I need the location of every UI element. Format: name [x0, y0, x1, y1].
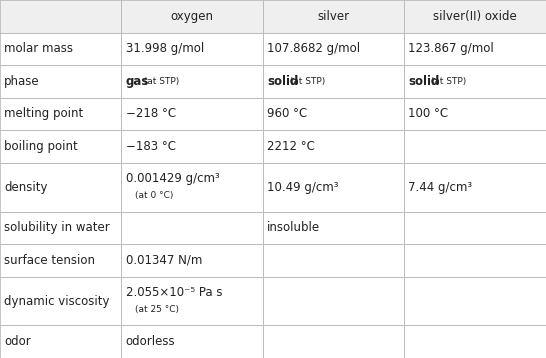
Text: (at STP): (at STP) — [425, 77, 467, 86]
Text: (at STP): (at STP) — [284, 77, 325, 86]
Bar — [263, 130, 404, 163]
Bar — [404, 130, 546, 163]
Text: insoluble: insoluble — [267, 221, 320, 234]
Bar — [121, 244, 263, 277]
Text: −218 °C: −218 °C — [126, 107, 176, 120]
Bar — [404, 65, 546, 98]
Bar — [404, 163, 546, 212]
Text: (at 25 °C): (at 25 °C) — [135, 305, 180, 314]
Text: gas: gas — [126, 75, 149, 88]
Bar — [404, 0, 546, 33]
Bar — [404, 325, 546, 358]
Bar — [121, 33, 263, 65]
Text: silver(II) oxide: silver(II) oxide — [433, 10, 517, 23]
Bar — [0, 244, 121, 277]
Text: solubility in water: solubility in water — [4, 221, 110, 234]
Text: 10.49 g/cm³: 10.49 g/cm³ — [267, 181, 339, 194]
Text: 107.8682 g/mol: 107.8682 g/mol — [267, 42, 360, 55]
Text: boiling point: boiling point — [4, 140, 78, 153]
Bar — [0, 65, 121, 98]
Bar — [404, 98, 546, 130]
Text: 2212 °C: 2212 °C — [267, 140, 315, 153]
Bar — [263, 325, 404, 358]
Text: 2.055×10⁻⁵ Pa s: 2.055×10⁻⁵ Pa s — [126, 286, 222, 299]
Text: 0.01347 N/m: 0.01347 N/m — [126, 254, 202, 267]
Text: 31.998 g/mol: 31.998 g/mol — [126, 42, 204, 55]
Text: oxygen: oxygen — [170, 10, 213, 23]
Bar — [263, 98, 404, 130]
Text: 7.44 g/cm³: 7.44 g/cm³ — [408, 181, 472, 194]
Text: silver: silver — [317, 10, 349, 23]
Text: molar mass: molar mass — [4, 42, 73, 55]
Text: 123.867 g/mol: 123.867 g/mol — [408, 42, 494, 55]
Bar — [404, 33, 546, 65]
Bar — [0, 33, 121, 65]
Text: melting point: melting point — [4, 107, 84, 120]
Bar — [121, 130, 263, 163]
Bar — [0, 325, 121, 358]
Text: phase: phase — [4, 75, 40, 88]
Text: −183 °C: −183 °C — [126, 140, 176, 153]
Bar — [121, 325, 263, 358]
Bar — [263, 163, 404, 212]
Text: 0.001429 g/cm³: 0.001429 g/cm³ — [126, 172, 219, 185]
Bar — [121, 277, 263, 325]
Bar — [0, 163, 121, 212]
Bar — [0, 0, 121, 33]
Text: density: density — [4, 181, 48, 194]
Bar — [263, 65, 404, 98]
Text: solid: solid — [408, 75, 440, 88]
Text: surface tension: surface tension — [4, 254, 96, 267]
Bar — [404, 277, 546, 325]
Bar — [263, 277, 404, 325]
Bar — [0, 212, 121, 244]
Bar — [121, 163, 263, 212]
Text: (at 0 °C): (at 0 °C) — [135, 192, 174, 200]
Text: 960 °C: 960 °C — [267, 107, 307, 120]
Bar — [0, 130, 121, 163]
Text: odorless: odorless — [126, 335, 175, 348]
Bar — [263, 212, 404, 244]
Bar — [121, 0, 263, 33]
Bar — [263, 0, 404, 33]
Bar — [404, 212, 546, 244]
Text: dynamic viscosity: dynamic viscosity — [4, 295, 110, 308]
Bar — [263, 244, 404, 277]
Text: solid: solid — [267, 75, 298, 88]
Bar — [121, 212, 263, 244]
Text: odor: odor — [4, 335, 31, 348]
Bar — [404, 244, 546, 277]
Text: (at STP): (at STP) — [138, 77, 179, 86]
Bar — [121, 65, 263, 98]
Bar — [263, 33, 404, 65]
Bar — [0, 98, 121, 130]
Bar — [0, 277, 121, 325]
Bar — [121, 98, 263, 130]
Text: 100 °C: 100 °C — [408, 107, 448, 120]
